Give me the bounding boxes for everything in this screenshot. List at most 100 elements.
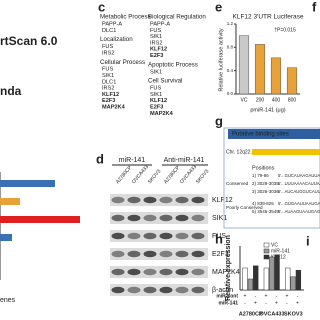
gene-item: FUS [102,67,113,73]
locus: Chr. 12q22.1 [226,149,255,155]
legend-label: VC [271,242,278,248]
blot-band [191,286,205,294]
blot-band [191,196,205,204]
blot-band [111,214,125,222]
group-label: Anti-miR-141 [164,157,205,164]
sequence: 5'...GUCAUAAGAUUAAUGA [278,173,320,178]
blot-band [143,268,157,276]
site: 4) 839-825 [252,201,274,206]
gene-item: MAP2K4 [102,104,126,110]
panel-letter: h [215,231,223,246]
blot-band [127,196,141,204]
section-heading: Cell Survival [148,78,182,85]
legend-swatch [263,254,270,260]
bar [0,216,80,223]
row-label: E2F3 [212,251,229,258]
sign: - [265,300,267,306]
blot-band [143,250,157,258]
gene-item: IRS2 [102,86,114,92]
panel-letter: c [98,0,105,14]
blot-band [143,232,157,240]
gene-track [252,149,320,155]
gene-item: IRS2 [150,40,162,46]
blot-band [159,196,173,204]
site: 3) 3026-3036 [252,189,279,194]
gene-item: SIK1 [102,73,114,79]
sign: - [297,293,299,299]
gene-item: E2F3 [102,98,115,104]
gene-item: IRS2 [102,50,114,56]
bar [269,256,275,291]
bar [274,254,280,291]
blot-band [111,196,125,204]
blot-band [159,268,173,276]
x-tick-label: OVCA433 [259,311,284,317]
bar [290,276,296,291]
x-tick-label: A2780CP [239,311,263,317]
row-label: SIK1 [212,215,227,222]
sign: - [276,293,278,299]
bar [270,57,282,95]
sign: + [254,300,257,306]
x-label: enes [0,297,16,304]
blot-band [159,250,173,258]
blot-band [127,214,141,222]
y-tick-label: 0.4 [227,68,234,73]
row-label: FUS [212,233,226,240]
row-label: β-actin [212,287,233,294]
y-tick-label: 1.2 [227,21,234,26]
gene-item: KLF12 [150,47,167,53]
section-heading: Biological Regulation [148,14,206,21]
blot-band [111,286,125,294]
site: 1) 79-86 [252,173,269,178]
blot-band [191,232,205,240]
annotation: †P=0.015 [274,27,296,33]
blot-band [127,250,141,258]
sequence: 5'...UUUAAAACAUUAAUGA [278,181,320,186]
gene-item: SIK1 [150,34,162,40]
sign: + [244,293,247,299]
bar [286,67,298,95]
blot-band [175,232,189,240]
gene-item: KLF12 [150,98,167,104]
bar [295,269,302,291]
gene-item: DLC1 [102,79,116,85]
sign: + [265,293,268,299]
panel-letter: e [215,0,222,14]
gene-item: SIK1 [150,92,162,98]
sequence: 5'...AUCAUGGUCAUUAAUGA [278,189,320,194]
blot-band [175,196,189,204]
y-tick-label: 0.8 [227,45,234,50]
blot-band [159,232,173,240]
blot-band [127,268,141,276]
blot-band [143,196,157,204]
site: 2) 3028-3035 [252,181,279,186]
blot-band [191,214,205,222]
y-label: Relative expression [225,235,232,301]
x-tick-label: 400 [272,97,281,103]
gene-item: SIK1 [150,69,162,75]
legend-swatch [263,242,270,248]
fragment-text: rtScan 6.0 [0,34,58,48]
x-tick-label: 200 [256,97,265,103]
gene-item: E2F3 [150,53,163,59]
panel-letter: d [96,151,104,166]
title-bar [228,129,320,139]
chart-title: KLF12 3'UTR Luciferase [233,14,304,21]
gene-item: FUS [150,86,161,92]
gene-item: PAPP-A [150,21,170,27]
group-label: Poorly Conserved [226,205,263,210]
sign: + [286,293,289,299]
x-tick-label: VC [241,97,248,103]
section-heading: Localization [100,36,133,43]
blot-band [127,232,141,240]
y-label: Relative luciferase activity [218,28,224,92]
bar [0,180,55,187]
blot-band [175,286,189,294]
sign: - [255,293,257,299]
y-tick-label: 0.0 [227,91,234,96]
bar [263,267,270,291]
gene-item: FUS [150,28,161,34]
section-heading: Metabolic Process [100,14,151,21]
gene-item: DLC1 [102,28,116,34]
